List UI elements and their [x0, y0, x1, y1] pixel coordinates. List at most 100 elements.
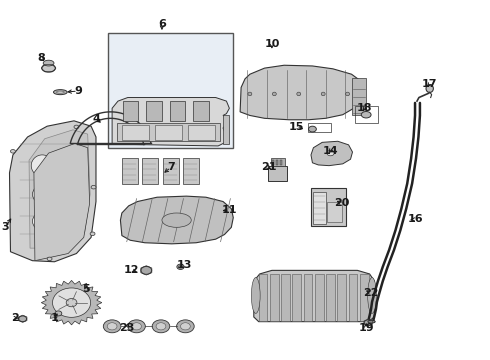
Ellipse shape	[132, 323, 142, 330]
Ellipse shape	[177, 264, 184, 270]
Bar	[122, 158, 138, 184]
Text: 23: 23	[119, 323, 134, 333]
Bar	[272, 159, 274, 165]
Text: 16: 16	[407, 215, 423, 224]
Polygon shape	[41, 280, 102, 325]
Text: 17: 17	[422, 79, 438, 89]
Bar	[276, 159, 278, 165]
Text: 18: 18	[357, 103, 372, 113]
Text: 13: 13	[176, 260, 192, 270]
Bar	[348, 274, 357, 320]
Bar	[170, 101, 185, 121]
Bar	[293, 274, 301, 320]
Polygon shape	[121, 196, 233, 244]
Ellipse shape	[176, 320, 194, 333]
Text: 22: 22	[363, 288, 379, 298]
Bar	[193, 101, 209, 121]
Polygon shape	[112, 98, 229, 146]
Ellipse shape	[91, 185, 96, 189]
Ellipse shape	[66, 298, 77, 307]
Ellipse shape	[368, 320, 375, 323]
Text: 15: 15	[289, 122, 304, 132]
Ellipse shape	[368, 278, 376, 314]
Ellipse shape	[364, 320, 372, 325]
Bar	[281, 274, 290, 320]
Bar	[337, 274, 346, 320]
Ellipse shape	[52, 288, 91, 317]
Bar	[259, 274, 268, 320]
Bar	[327, 202, 342, 222]
Ellipse shape	[426, 85, 433, 93]
Ellipse shape	[107, 323, 117, 330]
Text: 19: 19	[358, 323, 374, 333]
Ellipse shape	[152, 320, 170, 333]
Bar	[163, 158, 178, 184]
Polygon shape	[34, 143, 90, 261]
Bar	[122, 125, 149, 140]
Ellipse shape	[345, 92, 349, 96]
Bar	[304, 274, 313, 320]
Bar	[155, 125, 182, 140]
Bar	[315, 274, 324, 320]
Ellipse shape	[248, 92, 252, 96]
Ellipse shape	[251, 278, 260, 314]
Bar	[270, 274, 279, 320]
Bar	[314, 192, 326, 224]
Text: 1: 1	[50, 313, 58, 323]
Text: 5: 5	[82, 284, 90, 294]
Bar	[108, 33, 233, 148]
Text: 12: 12	[124, 265, 139, 275]
Bar	[117, 123, 220, 141]
Bar	[360, 274, 368, 320]
Bar	[280, 159, 282, 165]
Bar	[308, 123, 331, 132]
Text: 3: 3	[2, 222, 9, 231]
Ellipse shape	[180, 323, 190, 330]
Text: 8: 8	[37, 53, 45, 63]
Ellipse shape	[162, 213, 191, 227]
Ellipse shape	[74, 125, 79, 129]
Bar	[352, 78, 366, 116]
Ellipse shape	[10, 149, 15, 153]
Ellipse shape	[53, 90, 67, 95]
Bar	[123, 101, 139, 121]
Ellipse shape	[327, 150, 334, 156]
Ellipse shape	[272, 92, 276, 96]
Polygon shape	[254, 270, 374, 321]
Ellipse shape	[128, 320, 146, 333]
Ellipse shape	[321, 92, 325, 96]
Bar	[311, 188, 346, 226]
Text: 20: 20	[334, 198, 349, 208]
Text: 21: 21	[261, 162, 276, 172]
Bar	[188, 125, 215, 140]
Ellipse shape	[43, 60, 54, 66]
Ellipse shape	[178, 265, 182, 268]
Bar	[147, 101, 162, 121]
Polygon shape	[240, 65, 363, 120]
Ellipse shape	[55, 311, 62, 316]
Polygon shape	[29, 130, 90, 248]
Text: 2: 2	[11, 313, 19, 323]
Bar	[326, 274, 335, 320]
Text: 7: 7	[167, 162, 174, 172]
Ellipse shape	[103, 320, 121, 333]
Ellipse shape	[19, 316, 26, 321]
Bar	[271, 158, 285, 166]
Bar	[223, 116, 229, 144]
Bar	[355, 107, 378, 123]
Ellipse shape	[42, 64, 55, 72]
Ellipse shape	[361, 112, 371, 118]
Text: 4: 4	[92, 114, 100, 124]
Ellipse shape	[141, 266, 152, 274]
Polygon shape	[311, 141, 352, 166]
Bar	[183, 158, 199, 184]
Ellipse shape	[90, 232, 95, 235]
Ellipse shape	[32, 212, 52, 230]
Text: 11: 11	[221, 206, 237, 216]
Text: 14: 14	[323, 145, 338, 156]
Ellipse shape	[309, 126, 317, 132]
Ellipse shape	[47, 257, 52, 261]
Ellipse shape	[297, 92, 301, 96]
Text: 10: 10	[264, 39, 280, 49]
Ellipse shape	[31, 155, 53, 176]
